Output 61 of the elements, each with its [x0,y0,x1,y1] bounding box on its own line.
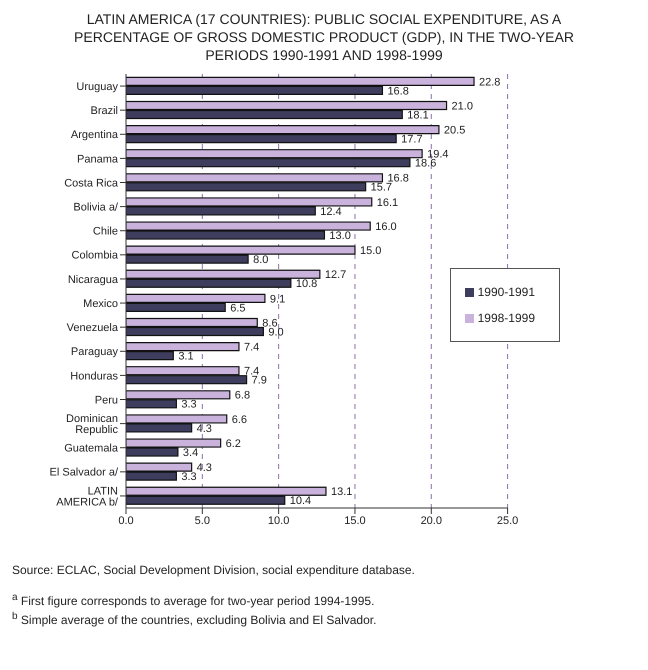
x-tick-label: 10.0 [268,514,290,527]
data-label: 6.2 [226,438,241,450]
data-label: 18.1 [407,109,429,122]
data-label: 20.5 [444,124,466,137]
y-tick-label: Chile [92,226,118,238]
data-label: 21.0 [452,100,473,112]
data-label: 10.8 [296,278,318,290]
y-tick-label: Dominican Republic [66,413,118,436]
x-tick-label: 15.0 [344,514,366,527]
data-label: 6.6 [232,414,248,426]
data-label: 9.1 [270,293,286,306]
text: $^{a}$ First figure corresponds to average for two-year period 1994-1995. [12,591,376,609]
y-tick-label: Honduras [70,370,118,382]
data-label: 15.0 [360,245,382,258]
data-label: 8.0 [253,254,268,266]
data-label: 16.0 [375,220,397,233]
x-tick-label: 0.0 [118,514,134,527]
y-tick-label: Bolivia a/ [73,202,119,214]
y-tick-label: Panama [77,153,119,166]
data-label: 4.3 [196,422,212,435]
y-tick-label: Paraguay [70,346,118,358]
data-label: 15.7 [370,182,392,194]
y-tick-label: Costa Rica [64,177,119,190]
data-label: 22.8 [479,76,500,88]
data-label: 3.3 [181,471,197,484]
data-label: 16.8 [387,85,409,98]
y-tick-label: Venezuela [66,322,119,334]
data-label: 13.1 [330,486,352,498]
legend-label: 1998-1999 [478,311,535,325]
data-label: 3.4 [182,446,198,459]
y-tick-label: Brazil [90,105,118,118]
y-tick-label: Mexico [83,298,118,310]
data-label: 12.4 [320,206,342,218]
data-label: 6.8 [234,390,250,402]
data-label: 7.4 [244,342,260,354]
data-label: 3.1 [178,350,194,363]
data-label: 3.3 [181,398,197,411]
y-tick-label: Uruguay [76,80,118,93]
data-label: 18.6 [414,158,436,170]
data-label: 13.0 [329,230,351,242]
data-label: 10.4 [290,495,312,508]
y-tick-label: Colombia [72,250,119,262]
chart-title: LATIN AMERICA (17 COUNTRIES): PUBLIC SOCIAL EXPENDITURE, AS A PERCENTAGE OF GROSS DOMESTIC PRODUCT (GDP), IN THE TWO-YEAR PERIODS 1990-1991 AND 1998-1999 [73,10,575,65]
x-tick-label: 25.0 [496,514,518,527]
data-label: 12.7 [324,269,346,282]
data-label: 4.3 [196,462,212,474]
y-tick-label: Peru [94,394,118,406]
y-tick-label: Guatemala [64,442,119,455]
y-tick-label: Argentina [70,129,119,142]
data-label: 17.7 [401,134,423,146]
source-note: Source: ECLAC, Social Development Division, social expenditure database. [12,562,416,578]
x-tick-label: 20.0 [420,514,442,527]
y-tick-label: LATIN AMERICA b/ [56,485,119,508]
text: $^{b}$ Simple average of the countries, excluding Bolivia and El Salvador. [12,610,378,628]
data-label: 16.1 [376,196,398,209]
x-tick-label: 5.0 [194,514,210,527]
y-tick-label: El Salvador a/ [50,466,119,479]
data-label: 7.9 [252,374,267,387]
legend-label: 1990-1991 [478,285,535,299]
y-tick-label: Nicaragua [68,274,119,286]
data-label: 6.5 [230,302,246,314]
